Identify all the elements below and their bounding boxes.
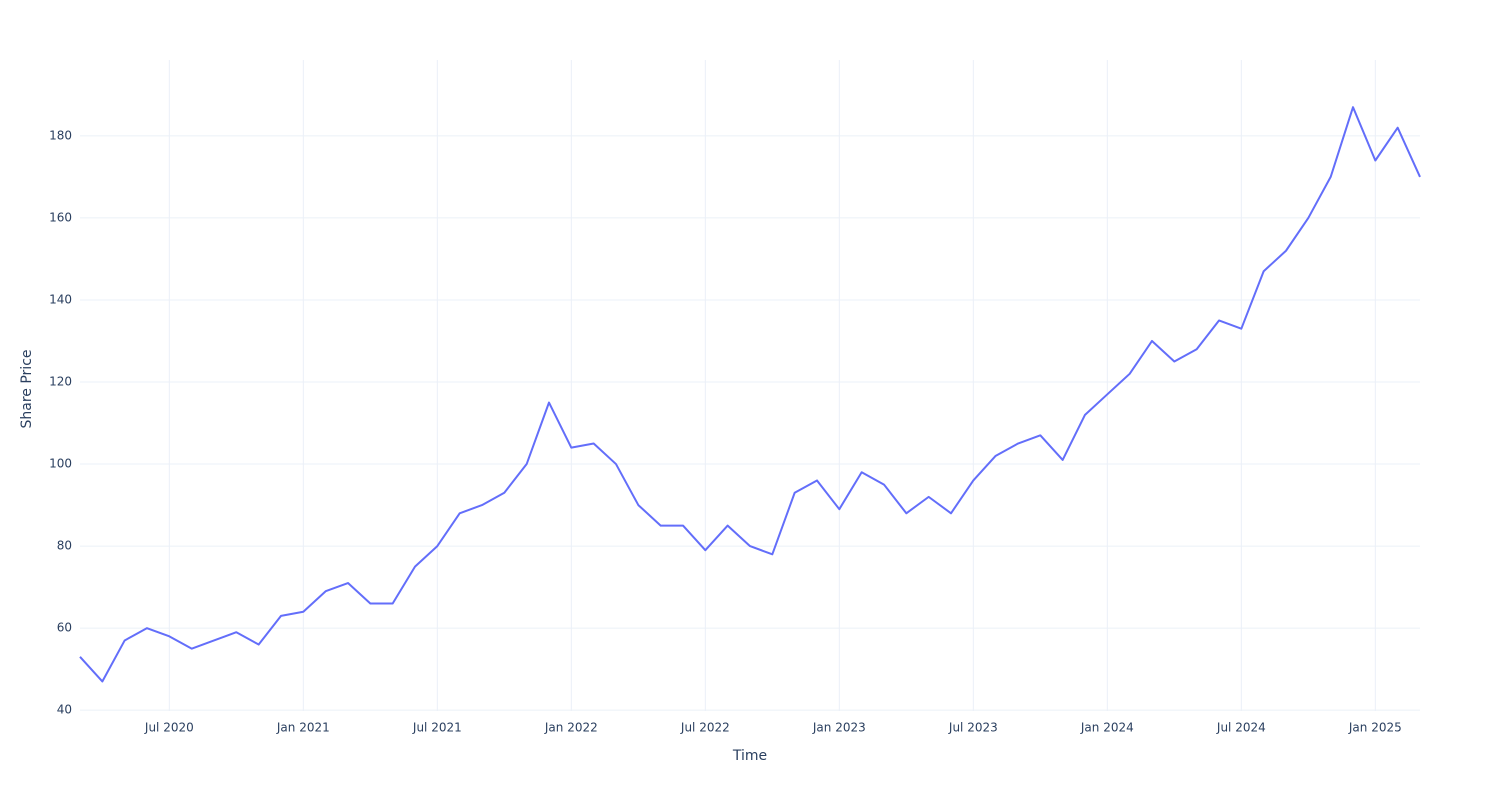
x-tick-label: Jan 2024 — [1080, 721, 1134, 735]
y-tick-label: 80 — [57, 539, 72, 553]
x-tick-label: Jul 2021 — [412, 721, 462, 735]
y-tick-label: 180 — [49, 128, 72, 142]
y-tick-label: 60 — [57, 621, 72, 635]
x-tick-label: Jan 2022 — [544, 721, 598, 735]
y-tick-label: 100 — [49, 457, 72, 471]
x-tick-label: Jan 2021 — [276, 721, 330, 735]
x-tick-label: Jul 2023 — [948, 721, 998, 735]
x-tick-label: Jan 2025 — [1348, 721, 1402, 735]
y-axis-title: Share Price — [19, 349, 35, 428]
x-tick-label: Jul 2024 — [1216, 721, 1266, 735]
y-tick-label: 120 — [49, 375, 72, 389]
x-tick-label: Jan 2023 — [812, 721, 866, 735]
x-tick-label: Jul 2020 — [144, 721, 194, 735]
y-tick-label: 160 — [49, 210, 72, 224]
y-tick-label: 40 — [57, 703, 72, 717]
y-tick-label: 140 — [49, 292, 72, 306]
x-tick-label: Jul 2022 — [680, 721, 730, 735]
price-line — [79, 106, 1421, 683]
x-axis-title: Time — [732, 748, 767, 764]
